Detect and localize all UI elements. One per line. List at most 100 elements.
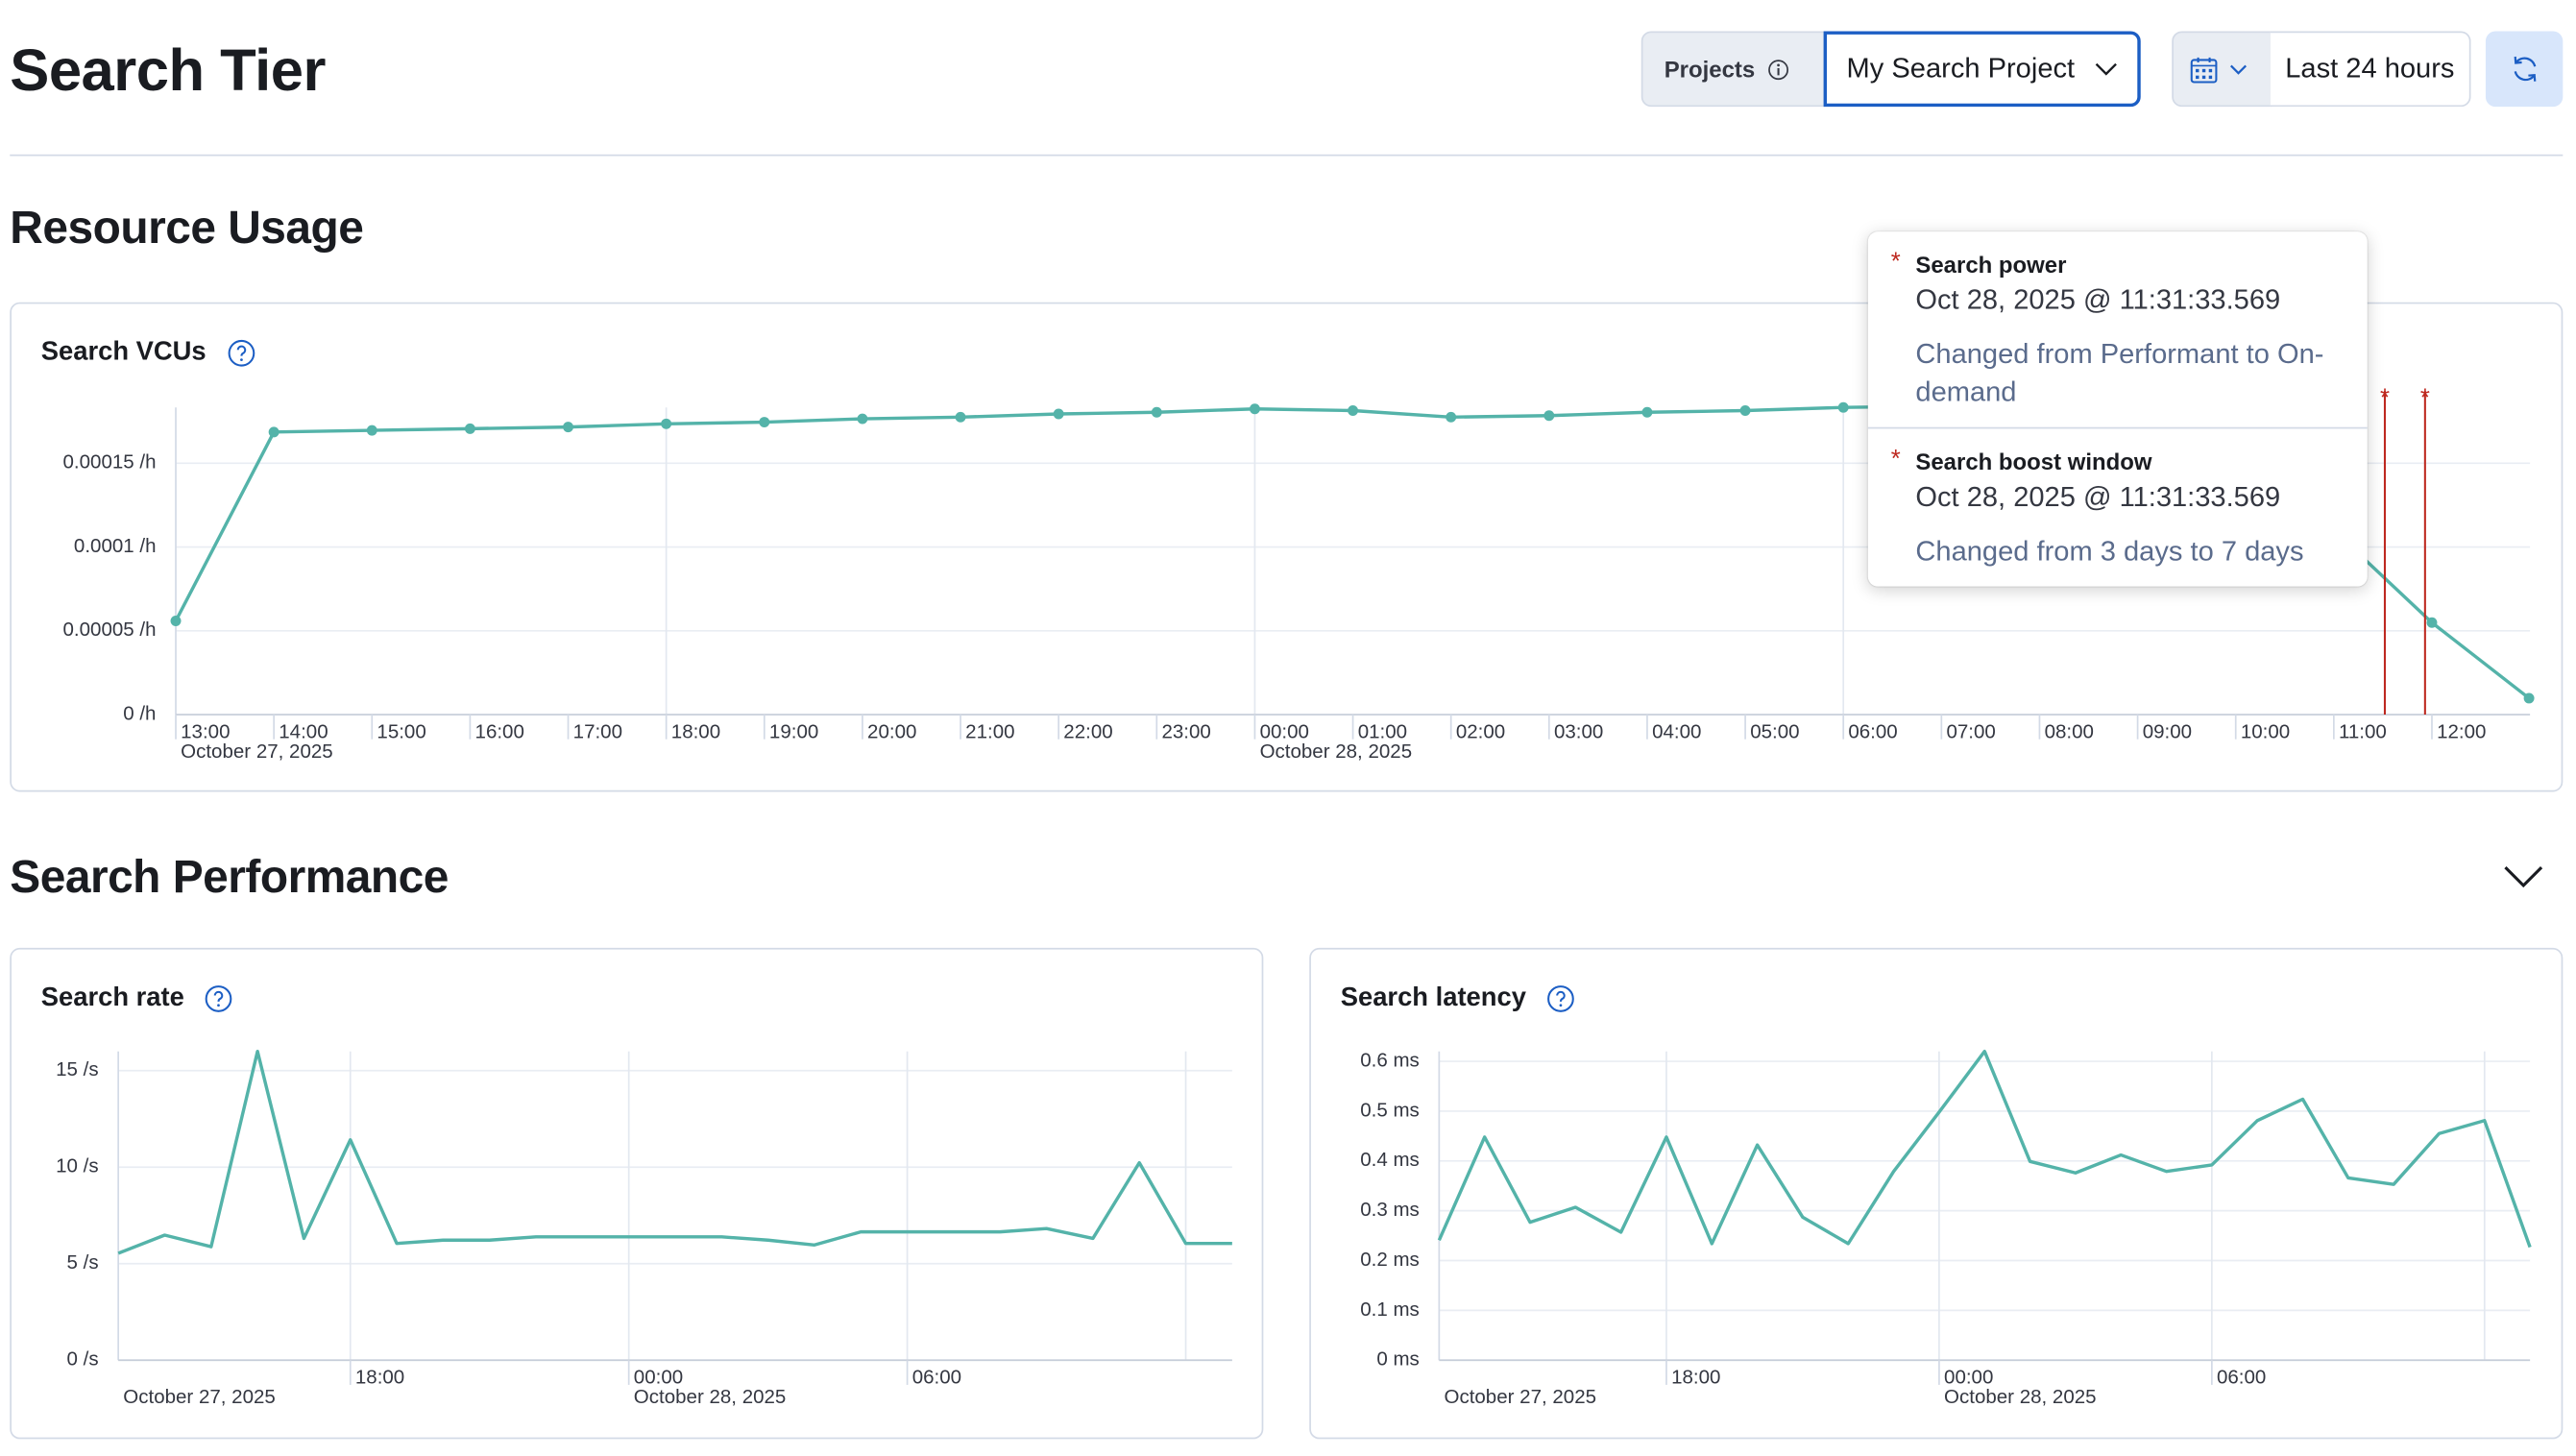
data-point xyxy=(1348,405,1359,416)
x-date-label: October 27, 2025 xyxy=(123,1386,276,1408)
x-tick-label: 03:00 xyxy=(1554,720,1603,742)
help-icon[interactable] xyxy=(204,984,233,1014)
annotation-marker: * xyxy=(2380,384,2390,411)
tooltip-item: * Search power Oct 28, 2025 @ 11:31:33.5… xyxy=(1868,231,2368,427)
tooltip-change: Changed from Performant to On-demand xyxy=(1915,338,2324,408)
chevron-icon xyxy=(2230,63,2247,74)
x-tick-label: 18:00 xyxy=(355,1366,404,1388)
data-point xyxy=(2426,617,2438,628)
data-point xyxy=(563,422,574,433)
x-tick-label: 11:00 xyxy=(2339,720,2387,742)
tooltip-marker: * xyxy=(1890,248,1901,277)
x-date-label: October 27, 2025 xyxy=(181,740,333,763)
info-icon xyxy=(1768,59,1789,80)
data-point xyxy=(1249,403,1260,415)
data-line xyxy=(117,1049,1232,1255)
refresh-icon xyxy=(2513,56,2536,82)
x-tick-label: 14:00 xyxy=(279,720,328,742)
data-line xyxy=(1437,1049,2532,1249)
y-tick-label: 0.3 ms xyxy=(1360,1199,1420,1221)
data-point xyxy=(1641,406,1653,418)
data-point xyxy=(759,417,770,428)
y-tick-label: 0.1 ms xyxy=(1360,1298,1420,1321)
data-point xyxy=(1739,405,1751,416)
x-tick-label: 06:00 xyxy=(912,1366,961,1388)
tooltip-time: Oct 28, 2025 @ 11:31:33.569 xyxy=(1915,481,2281,513)
section-title: Search Performance xyxy=(10,851,449,903)
divider xyxy=(10,154,2564,157)
data-point xyxy=(661,418,672,429)
data-point xyxy=(170,616,182,626)
x-date-label: October 28, 2025 xyxy=(1944,1386,2097,1408)
x-tick-label: 00:00 xyxy=(1260,720,1309,742)
chart-title: Search latency xyxy=(1340,983,1526,1012)
project-select[interactable]: My Search Project xyxy=(1823,31,2141,108)
panel xyxy=(10,947,1264,1440)
y-tick-label: 10 /s xyxy=(56,1155,98,1177)
date-quick-menu[interactable] xyxy=(2172,31,2272,108)
x-tick-label: 19:00 xyxy=(769,720,818,742)
tooltip-field: Search boost window xyxy=(1915,448,2152,475)
data-point xyxy=(1446,411,1457,423)
data-point xyxy=(1053,408,1064,420)
x-tick-label: 00:00 xyxy=(1944,1366,1993,1388)
projects-label: Projects xyxy=(1640,31,1826,108)
x-tick-label: 18:00 xyxy=(1671,1366,1720,1388)
data-point xyxy=(2523,692,2535,704)
x-tick-label: 06:00 xyxy=(1848,720,1897,742)
help-icon[interactable] xyxy=(226,338,255,368)
x-tick-label: 01:00 xyxy=(1358,720,1407,742)
tooltip-item: * Search boost window Oct 28, 2025 @ 11:… xyxy=(1867,426,2368,587)
x-tick-label: 06:00 xyxy=(2217,1366,2266,1388)
y-tick-label: 0.5 ms xyxy=(1360,1099,1420,1121)
tooltip-marker: * xyxy=(1890,445,1901,473)
panel-title: Search VCUs xyxy=(41,338,255,368)
calendar-icon xyxy=(2190,57,2218,83)
collapse-toggle[interactable] xyxy=(2504,865,2543,888)
x-tick-label: 08:00 xyxy=(2045,720,2094,742)
x-date-label: October 27, 2025 xyxy=(1444,1386,1596,1408)
y-tick-label: 0.6 ms xyxy=(1360,1049,1420,1071)
project-name: My Search Project xyxy=(1846,52,2076,85)
x-tick-label: 07:00 xyxy=(1946,720,1995,742)
y-tick-label: 0.0001 /h xyxy=(74,535,157,557)
y-tick-label: 0.2 ms xyxy=(1360,1249,1420,1271)
y-tick-label: 15 /s xyxy=(56,1058,98,1080)
chart-title: Search VCUs xyxy=(40,338,207,367)
data-point xyxy=(955,411,966,423)
x-tick-label: 00:00 xyxy=(634,1366,683,1388)
data-point xyxy=(1151,406,1162,418)
y-tick-label: 0.00015 /h xyxy=(63,451,157,473)
x-tick-label: 09:00 xyxy=(2143,720,2192,742)
x-tick-label: 12:00 xyxy=(2437,720,2486,742)
x-tick-label: 04:00 xyxy=(1652,720,1701,742)
y-tick-label: 0 ms xyxy=(1376,1348,1419,1371)
time-range[interactable]: Last 24 hours xyxy=(2270,31,2471,108)
help-icon[interactable] xyxy=(1545,984,1575,1014)
y-tick-label: 0.4 ms xyxy=(1360,1149,1420,1171)
chevron-icon xyxy=(2095,62,2117,75)
tooltip-field: Search power xyxy=(1915,251,2067,279)
tooltip-change: Changed from 3 days to 7 days xyxy=(1915,535,2304,568)
panel-title: Search latency xyxy=(1341,984,1576,1014)
x-date-label: October 28, 2025 xyxy=(634,1386,787,1408)
chart-title: Search rate xyxy=(40,983,184,1012)
data-point xyxy=(268,426,279,438)
x-tick-label: 23:00 xyxy=(1161,720,1210,742)
data-point xyxy=(857,413,868,425)
projects-text: Projects xyxy=(1664,56,1756,83)
panel xyxy=(1309,947,2564,1440)
y-tick-label: 0 /h xyxy=(123,702,156,724)
y-tick-label: 0 /s xyxy=(67,1348,99,1371)
panel xyxy=(10,302,2564,792)
x-tick-label: 13:00 xyxy=(181,720,230,742)
data-point xyxy=(464,423,475,434)
x-tick-label: 10:00 xyxy=(2241,720,2290,742)
x-tick-label: 22:00 xyxy=(1063,720,1112,742)
section-title: Resource Usage xyxy=(10,202,364,254)
refresh-button[interactable] xyxy=(2485,31,2564,108)
x-tick-label: 15:00 xyxy=(377,720,425,742)
